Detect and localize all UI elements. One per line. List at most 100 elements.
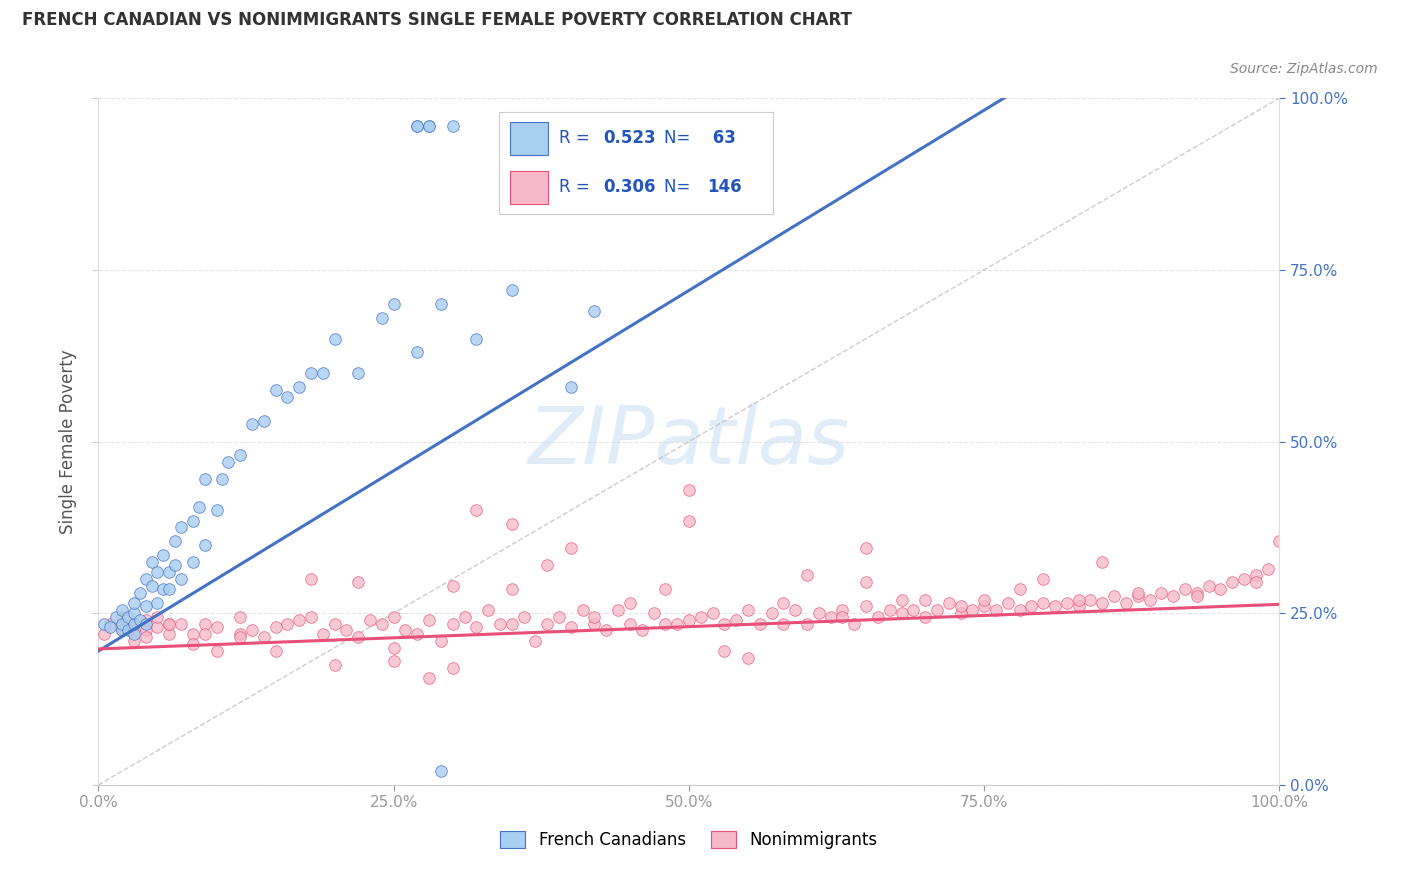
Point	[406, 119, 429, 133]
Point	[141, 555, 163, 569]
Point	[181, 627, 204, 641]
Point	[785, 603, 807, 617]
Point	[347, 630, 370, 644]
Point	[211, 472, 233, 486]
Point	[105, 609, 128, 624]
Point	[925, 603, 948, 617]
Point	[973, 599, 995, 614]
Point	[761, 607, 783, 621]
Point	[418, 119, 440, 133]
Point	[135, 613, 157, 627]
Point	[796, 616, 818, 631]
Point	[1067, 592, 1090, 607]
Point	[347, 575, 370, 590]
Point	[111, 624, 134, 638]
Point	[465, 332, 488, 346]
Point	[441, 579, 464, 593]
Point	[312, 366, 335, 380]
Point	[548, 609, 571, 624]
Point	[1185, 585, 1208, 599]
Point	[501, 516, 523, 531]
Point	[146, 620, 169, 634]
Point	[702, 119, 724, 133]
Point	[477, 603, 499, 617]
Text: 63: 63	[707, 129, 737, 147]
Text: ZIPatlas: ZIPatlas	[527, 402, 851, 481]
Text: R =: R =	[560, 129, 596, 147]
Text: N=: N=	[664, 129, 695, 147]
Point	[229, 448, 252, 462]
Point	[122, 633, 145, 648]
Point	[430, 764, 453, 779]
Point	[418, 613, 440, 627]
Point	[654, 582, 676, 597]
Point	[489, 616, 512, 631]
Point	[501, 582, 523, 597]
Point	[165, 558, 187, 573]
Point	[1032, 596, 1054, 610]
Point	[772, 596, 794, 610]
Point	[128, 585, 150, 599]
Point	[240, 417, 263, 432]
Point	[111, 616, 134, 631]
Point	[1220, 575, 1243, 590]
Point	[394, 624, 416, 638]
Point	[737, 651, 759, 665]
Point	[253, 414, 276, 428]
Point	[465, 620, 488, 634]
Point	[654, 616, 676, 631]
Point	[619, 616, 641, 631]
Point	[607, 603, 630, 617]
Point	[678, 613, 700, 627]
Point	[1091, 596, 1114, 610]
Point	[264, 644, 287, 658]
Point	[583, 609, 606, 624]
Point	[418, 672, 440, 686]
Point	[264, 383, 287, 397]
Point	[1185, 589, 1208, 603]
Point	[1139, 592, 1161, 607]
Point	[1067, 599, 1090, 614]
Point	[430, 297, 453, 311]
Point	[560, 379, 582, 393]
Point	[205, 644, 228, 658]
Point	[157, 627, 180, 641]
Text: Source: ZipAtlas.com: Source: ZipAtlas.com	[1230, 62, 1378, 77]
Point	[347, 366, 370, 380]
Text: N=: N=	[664, 178, 695, 196]
Point	[844, 616, 866, 631]
Point	[229, 630, 252, 644]
Point	[595, 624, 617, 638]
Point	[299, 609, 322, 624]
Point	[962, 603, 984, 617]
Point	[1198, 579, 1220, 593]
Point	[122, 627, 145, 641]
Point	[288, 379, 311, 393]
Point	[1115, 596, 1137, 610]
Point	[157, 616, 180, 631]
Point	[748, 616, 770, 631]
Point	[1008, 603, 1031, 617]
Point	[122, 616, 145, 631]
Point	[938, 596, 960, 610]
Point	[1244, 568, 1267, 582]
Point	[181, 514, 204, 528]
Point	[157, 565, 180, 579]
Point	[560, 541, 582, 555]
Point	[1126, 585, 1149, 599]
Point	[1257, 561, 1279, 575]
Point	[643, 607, 665, 621]
Point	[117, 624, 139, 638]
Point	[240, 624, 263, 638]
Point	[914, 592, 936, 607]
Y-axis label: Single Female Poverty: Single Female Poverty	[59, 350, 77, 533]
Point	[135, 616, 157, 631]
Point	[359, 613, 381, 627]
Point	[152, 582, 174, 597]
Point	[866, 609, 889, 624]
Point	[122, 607, 145, 621]
Point	[323, 332, 346, 346]
Point	[630, 624, 652, 638]
Point	[276, 616, 298, 631]
Point	[903, 603, 925, 617]
